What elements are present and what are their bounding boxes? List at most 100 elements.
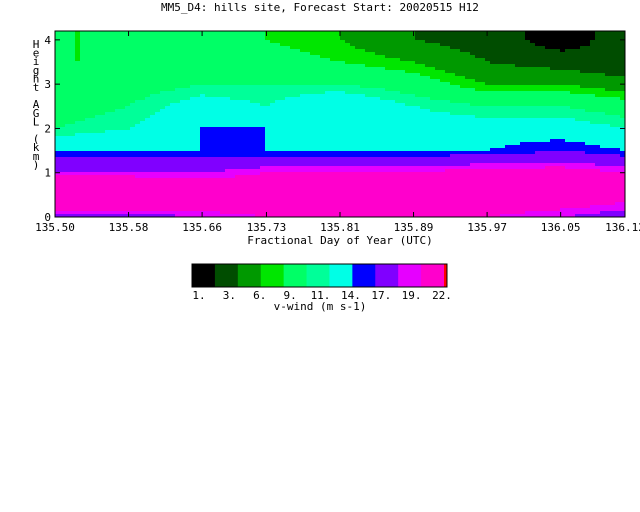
contour-cell [355,79,361,83]
contour-cell [465,31,471,35]
contour-cell [200,145,206,149]
contour-cell [275,61,281,65]
contour-cell [160,157,166,161]
contour-cell [445,55,451,59]
contour-cell [70,49,76,53]
contour-cell [165,151,171,155]
contour-cell [550,94,556,98]
contour-cell [505,58,511,62]
contour-cell [245,148,251,152]
contour-cell [410,40,416,44]
contour-cell [220,109,226,113]
contour-cell [475,127,481,131]
contour-cell [125,73,131,77]
contour-cell [475,100,481,104]
contour-cell [425,127,431,131]
contour-cell [365,79,371,83]
contour-cell [150,46,156,50]
contour-cell [275,124,281,128]
contour-cell [485,67,491,71]
contour-cell [380,154,386,158]
contour-cell [135,34,141,38]
contour-cell [390,97,396,101]
contour-cell [395,34,401,38]
contour-cell [265,37,271,41]
contour-cell [155,49,161,53]
contour-cell [135,139,141,143]
contour-cell [230,100,236,104]
contour-cell [415,106,421,110]
contour-cell [415,34,421,38]
contour-cell [145,154,151,158]
contour-cell [405,37,411,41]
contour-cell [235,73,241,77]
contour-cell [620,151,625,155]
contour-cell [305,43,311,47]
contour-cell [75,76,81,80]
contour-cell [525,154,531,158]
contour-cell [270,94,276,98]
contour-cell [215,67,221,71]
contour-cell [610,34,616,38]
contour-cell [465,136,471,140]
contour-cell [160,85,166,89]
contour-cell [75,67,81,71]
contour-cell [120,109,126,113]
contour-cell [165,64,171,68]
contour-cell [200,79,206,83]
contour-cell [340,55,346,59]
contour-cell [285,37,291,41]
contour-cell [120,79,126,83]
contour-cell [575,43,581,47]
contour-cell [225,91,231,95]
contour-cell [540,46,546,50]
contour-cell [130,37,136,41]
contour-cell [220,133,226,137]
contour-cell [125,97,131,101]
contour-cell [455,148,461,152]
contour-cell [585,91,591,95]
contour-cell [130,136,136,140]
contour-cell [90,61,96,65]
contour-cell [350,76,356,80]
contour-cell [380,130,386,134]
contour-cell [425,43,431,47]
contour-cell [430,76,436,80]
contour-cell [65,49,71,53]
contour-cell [270,82,276,86]
contour-cell [420,100,426,104]
contour-cell [195,64,201,68]
contour-cell [350,154,356,158]
contour-cell [295,79,301,83]
contour-cell [620,31,625,35]
contour-cell [620,61,625,65]
contour-cell [130,49,136,53]
contour-cell [215,88,221,92]
contour-cell [225,139,231,143]
contour-cell [180,61,186,65]
contour-cell [75,118,81,122]
contour-cell [350,103,356,107]
contour-cell [415,88,421,92]
contour-cell [240,121,246,125]
contour-cell [420,40,426,44]
contour-cell [185,160,191,164]
contour-cell [220,82,226,86]
contour-cell [90,67,96,71]
contour-cell [550,130,556,134]
contour-cell [470,94,476,98]
contour-cell [285,103,291,107]
contour-cell [360,97,366,101]
contour-cell [55,43,61,47]
contour-cell [535,100,541,104]
contour-cell [585,43,591,47]
contour-cell [210,70,216,74]
contour-cell [615,67,621,71]
contour-cell [455,136,461,140]
contour-cell [535,82,541,86]
contour-cell [160,31,166,35]
contour-cell [245,85,251,89]
contour-cell [600,127,606,131]
contour-cell [520,109,526,113]
contour-cell [400,37,406,41]
